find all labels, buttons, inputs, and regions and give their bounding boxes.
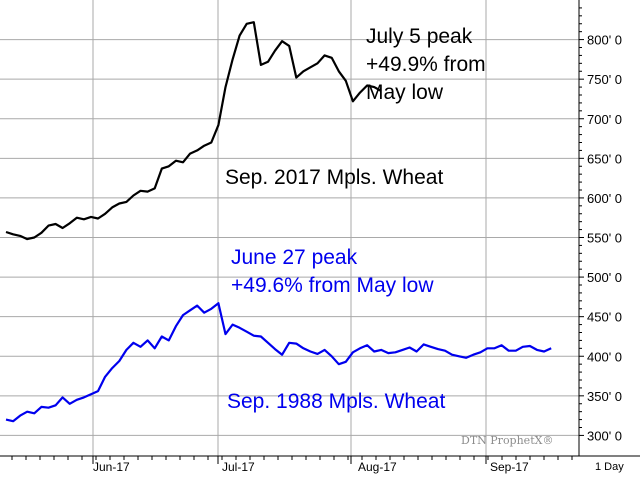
grid [0, 0, 579, 456]
interval-label: 1 Day [595, 461, 624, 473]
annotation-1988-peak-line-2: +49.6% from May low [231, 274, 434, 297]
price-tick-label: 800' 0 [587, 33, 622, 48]
month-tick-label: Jun-17 [93, 460, 130, 474]
month-tick-label: Jul-17 [222, 460, 255, 474]
price-tick-label: 350' 0 [587, 389, 622, 404]
price-tick-label: 700' 0 [587, 112, 622, 127]
axes [0, 0, 640, 457]
annotation-1988-peak-line-1: June 27 peak [231, 246, 358, 269]
price-tick-label: 300' 0 [587, 428, 622, 443]
price-tick-label: 500' 0 [587, 270, 622, 285]
label-1988-series: Sep. 1988 Mpls. Wheat [227, 390, 445, 413]
time-axis-ticks: Jun-17 Jul-17 Aug-17 Sep-17 [11, 456, 573, 474]
annotation-2017-peak-line-1: July 5 peak [366, 25, 473, 48]
month-tick-label: Aug-17 [358, 460, 397, 474]
month-tick-label: Sep-17 [490, 460, 529, 474]
price-tick-label: 600' 0 [587, 191, 622, 206]
price-tick-label: 750' 0 [587, 72, 622, 87]
series [5, 21, 552, 423]
price-axis-ticks: 300' 0 350' 0 400' 0 450' 0 500' 0 550' 0 600'… [579, 7, 622, 443]
series-line-1988 [5, 302, 552, 423]
price-tick-label: 550' 0 [587, 231, 622, 246]
annotation-2017-peak-line-3: May low [366, 81, 444, 104]
series-line-2017 [5, 21, 382, 241]
watermark: DTN ProphetX® [461, 434, 553, 447]
price-tick-label: 450' 0 [587, 310, 622, 325]
price-tick-label: 400' 0 [587, 349, 622, 364]
label-2017-series: Sep. 2017 Mpls. Wheat [225, 166, 443, 189]
annotation-2017-peak-line-2: +49.9% from [366, 53, 486, 76]
price-tick-label: 650' 0 [587, 151, 622, 166]
